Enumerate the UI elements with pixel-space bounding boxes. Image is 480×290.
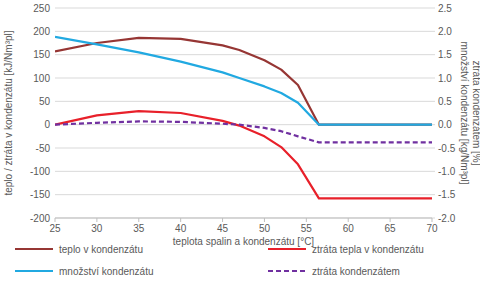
x-tick — [138, 218, 139, 222]
x-tick — [348, 218, 349, 222]
y-tick-label: 200 — [33, 26, 50, 37]
y2-tick — [432, 31, 435, 32]
y2-tick — [432, 124, 435, 125]
grid-line — [55, 54, 432, 55]
x-tick — [96, 218, 97, 222]
plot-area — [55, 37, 432, 198]
y2-tick-label: 1.5 — [438, 49, 452, 60]
y2-label: množství kondenzátu [kg/Nm³pl] — [459, 42, 470, 185]
y-tick-label: 50 — [39, 96, 51, 107]
x-tick — [55, 218, 56, 222]
legend-label: množství kondenzátu — [59, 266, 154, 277]
x-tick-label: 30 — [91, 223, 103, 234]
y2-tick-label: 0.5 — [438, 96, 452, 107]
y-tick-label: -200 — [30, 213, 50, 224]
x-tick-label: 70 — [426, 223, 438, 234]
grid-line — [55, 101, 432, 102]
y-tick-label: -150 — [30, 189, 50, 200]
series-line — [55, 121, 432, 142]
legend-label: ztráta kondenzátem — [312, 266, 400, 277]
y-label: teplo / ztráta v kondenzátu [kJ/Nm³pl] — [3, 30, 14, 195]
y2-tick — [432, 78, 435, 79]
y2-tick — [432, 148, 435, 149]
x-tick-label: 40 — [175, 223, 187, 234]
x-tick-label: 65 — [385, 223, 397, 234]
grid-line — [55, 8, 432, 9]
y2-tick — [432, 194, 435, 195]
x-tick-label: 60 — [343, 223, 355, 234]
legend-swatch — [268, 248, 306, 250]
x-label: teplota spalin a kondenzátu [°C] — [173, 236, 315, 247]
grid-line — [55, 171, 432, 172]
x-tick-label: 55 — [301, 223, 313, 234]
legend-swatch — [15, 270, 53, 272]
legend-swatch — [15, 248, 53, 250]
grid-line — [55, 148, 432, 149]
y2-tick-label: 1.0 — [438, 73, 452, 84]
y2-tick-label: -1.5 — [438, 189, 456, 200]
y-tick-label: 250 — [33, 3, 50, 14]
y-tick-label: 100 — [33, 73, 50, 84]
x-tick — [432, 218, 433, 222]
y2-label: ztráta kondenzátem [%] — [471, 60, 480, 165]
x-tick — [264, 218, 265, 222]
grid-line — [55, 218, 432, 219]
y2-tick-label: 2.0 — [438, 26, 452, 37]
legend-swatch — [268, 270, 306, 272]
x-tick-label: 25 — [49, 223, 61, 234]
y-tick-label: 150 — [33, 49, 50, 60]
y2-tick — [432, 54, 435, 55]
x-tick — [306, 218, 307, 222]
x-tick-label: 50 — [259, 223, 271, 234]
y2-tick — [432, 8, 435, 9]
legend-label: teplo v kondenzátu — [59, 244, 143, 255]
x-tick — [222, 218, 223, 222]
grid-line — [55, 31, 432, 32]
y-tick-label: 0 — [44, 119, 50, 130]
y2-tick-label: -0.5 — [438, 143, 456, 154]
y2-tick-label: -2.0 — [438, 213, 456, 224]
y2-tick-label: -1.0 — [438, 166, 456, 177]
y2-tick-label: 0.0 — [438, 119, 452, 130]
legend-label: ztráta tepla v kondenzátu — [312, 244, 424, 255]
y-tick-label: -100 — [30, 166, 50, 177]
series-line — [55, 37, 432, 125]
y-tick-label: -50 — [36, 143, 51, 154]
y2-tick — [432, 171, 435, 172]
legend: teplo v kondenzátu ztráta tepla v kondenz… — [15, 244, 424, 277]
y2-tick-label: 2.5 — [438, 3, 452, 14]
grid-line — [55, 194, 432, 195]
x-tick — [390, 218, 391, 222]
x-tick-label: 45 — [217, 223, 229, 234]
x-tick — [180, 218, 181, 222]
y2-tick — [432, 101, 435, 102]
chart: -200 -150 -100 -50 0 50 100 150 200 250 -2.0 -1.5 -1… — [0, 0, 480, 290]
x-axis — [55, 218, 432, 219]
series-line — [55, 38, 432, 125]
x-tick-label: 35 — [133, 223, 145, 234]
